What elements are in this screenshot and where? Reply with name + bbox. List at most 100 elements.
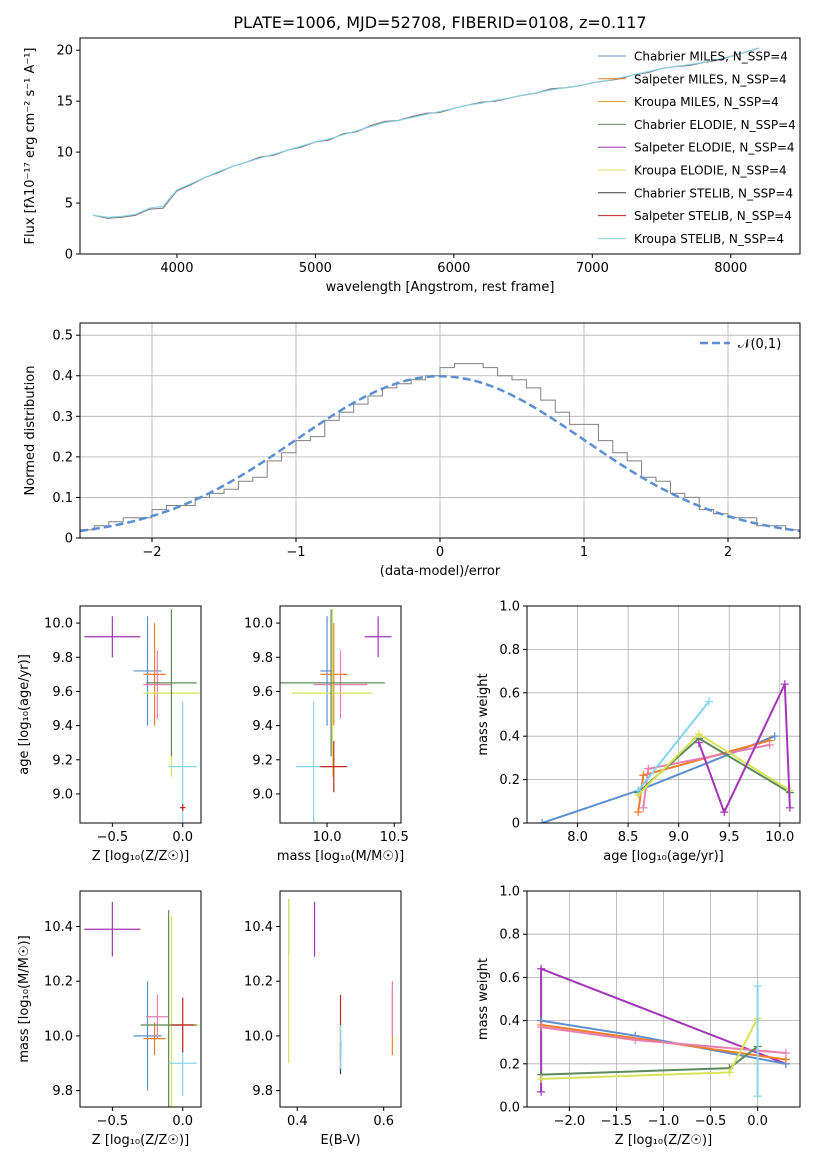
plot-area [537, 964, 790, 1101]
data-point [231, 165, 233, 167]
histogram-bar [210, 493, 224, 538]
x-axis-label: (data-model)/error [380, 564, 501, 579]
histogram-bar [411, 380, 425, 538]
plot-area [84, 901, 200, 1107]
data-point [162, 205, 164, 207]
histogram-bar [368, 396, 382, 538]
data-point [480, 102, 483, 104]
x-tick-label: 9.0 [668, 830, 689, 845]
x-axis-label: Z [log₁₀(Z/Z☉)] [92, 1133, 189, 1148]
y-tick-label: 0.2 [499, 773, 520, 788]
data-point [217, 170, 220, 173]
histogram-bar [570, 424, 584, 538]
error-point [143, 623, 166, 726]
x-tick-label: 8.0 [567, 830, 588, 845]
data-point [190, 184, 192, 186]
y-tick-label: 0 [512, 817, 520, 832]
histogram-bar [152, 510, 166, 538]
data-point [744, 51, 746, 53]
y-tick-label: 9.8 [252, 1084, 273, 1099]
error-point [168, 701, 197, 823]
data-point [688, 63, 690, 66]
error-point [280, 609, 385, 757]
y-tick-label: 10.4 [44, 920, 73, 935]
data-point [314, 141, 316, 143]
x-tick-label: −1.5 [601, 1114, 633, 1129]
y-tick-label: 10.2 [244, 975, 273, 990]
weight-marker [720, 808, 729, 817]
data-point [134, 213, 136, 215]
y-tick-label: 9.6 [52, 685, 73, 700]
data-point [134, 214, 136, 216]
error-point [84, 616, 141, 658]
data-point [411, 116, 413, 119]
spectrum-legend: Chabrier MILES, N_SSP=4 Salpeter MILES, N… [598, 50, 796, 246]
x-tick-label: 0.0 [747, 1114, 768, 1129]
data-point [439, 111, 441, 113]
histogram-bar [282, 453, 296, 538]
data-point [397, 119, 400, 122]
histogram-bar [354, 404, 368, 538]
x-tick-label: 0 [436, 545, 444, 560]
y-tick-label: 0.4 [499, 1014, 520, 1029]
y-tick-label: 9.6 [252, 685, 273, 700]
data-point [93, 214, 95, 216]
y-tick-label: 9.8 [52, 651, 73, 666]
data-point [702, 61, 704, 64]
data-point [273, 154, 275, 156]
data-point [162, 207, 164, 209]
data-point [342, 133, 344, 135]
histogram-bar [325, 420, 339, 538]
x-tick-label: 1 [580, 545, 588, 560]
histogram-bar [224, 489, 238, 538]
legend-label: Kroupa MILES, N_SSP=4 [634, 95, 779, 109]
data-point [716, 59, 718, 62]
y-tick-label: 10 [56, 146, 73, 161]
histogram-bar [613, 453, 627, 538]
data-point [384, 121, 386, 124]
y-tick-label: 0.6 [499, 686, 520, 701]
y-tick-label: 10.2 [44, 975, 73, 990]
weight-line [697, 683, 791, 815]
data-point [148, 207, 150, 209]
y-tick-label: 0.8 [499, 928, 520, 943]
data-point [591, 82, 593, 84]
x-axis-label: E(B-V) [320, 1133, 360, 1148]
error-point [364, 616, 392, 658]
y-tick-label: 9.2 [252, 753, 273, 768]
x-axis-label: Z [log₁₀(Z/Z☉)] [615, 1133, 712, 1148]
data-point [480, 101, 483, 103]
y-tick-label: 0.6 [499, 971, 520, 986]
y-tick-label: 5 [65, 197, 73, 212]
plot-area [288, 899, 393, 1075]
y-tick-label: 9.4 [52, 719, 73, 734]
y-tick-label: 0 [65, 248, 73, 263]
data-point [148, 208, 150, 210]
legend-label: Chabrier ELODIE, N_SSP=4 [634, 118, 796, 132]
data-point [508, 97, 510, 99]
axes-frame [279, 890, 402, 1108]
weight-marker [537, 1023, 546, 1032]
data-point [550, 89, 552, 91]
histogram-bar [440, 368, 454, 538]
legend-label: Salpeter STELIB, N_SSP=4 [634, 209, 792, 223]
error-point [292, 609, 373, 777]
weight-marker [694, 730, 703, 739]
data-point [107, 217, 109, 219]
x-tick-label: 0.0 [172, 830, 193, 845]
data-point [730, 55, 732, 57]
normal-curve [80, 374, 800, 533]
y-tick-label: 9.8 [252, 651, 273, 666]
x-tick-label: 8.5 [618, 830, 639, 845]
data-point [259, 156, 261, 158]
x-tick-label: −0.5 [97, 830, 129, 845]
data-point [245, 161, 247, 163]
weight-marker [537, 1074, 546, 1083]
data-point [494, 100, 496, 102]
weight-marker [634, 808, 643, 817]
panel-mass-vs-EBV: 0.4 0.6 9.8 10.0 10.2 10.4 E(B-V) [244, 890, 402, 1148]
weight-marker [780, 680, 789, 689]
legend-label: Salpeter MILES, N_SSP=4 [634, 72, 787, 86]
data-point [204, 176, 206, 179]
